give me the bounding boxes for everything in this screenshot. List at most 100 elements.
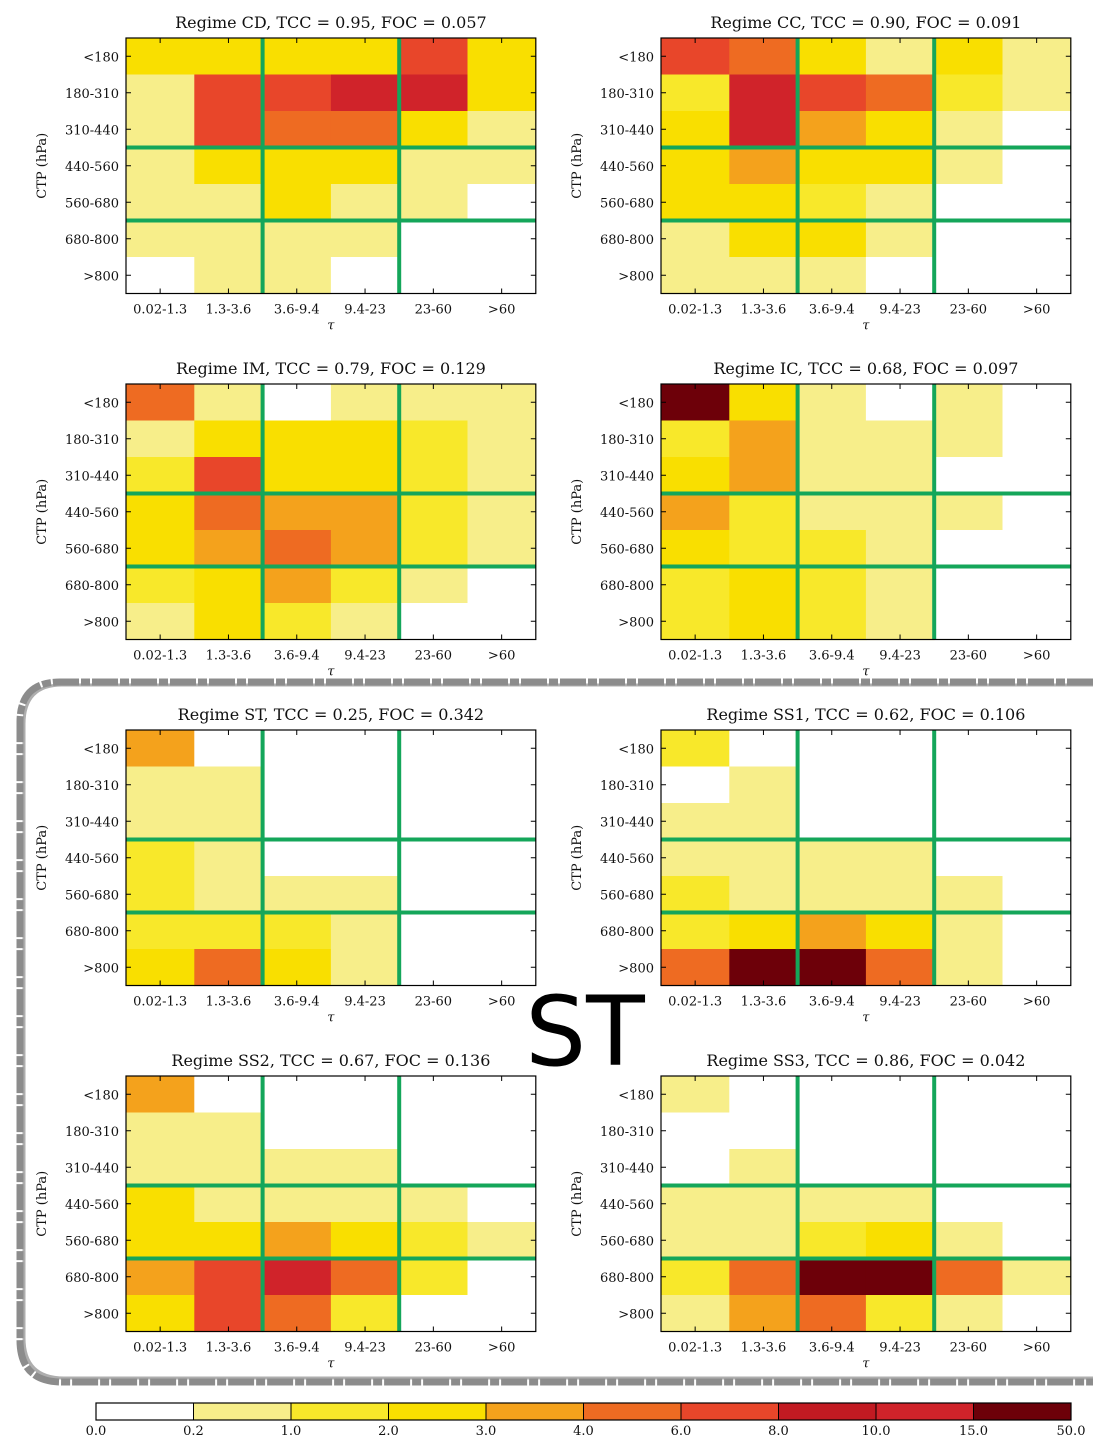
- heatmap-cell: [126, 730, 195, 768]
- heatmap-cell: [1002, 457, 1072, 495]
- heatmap-panel: Regime SS2, TCC = 0.67, FOC = 0.136 <180 1…: [35, 1051, 537, 1372]
- heatmap-cell: [934, 566, 1004, 604]
- heatmap-cell: [1002, 766, 1072, 804]
- heatmap-cell: [729, 566, 799, 604]
- heatmap-cell: [194, 876, 264, 914]
- y-axis-label: CTP (hPa): [570, 133, 585, 199]
- heatmap-cell: [330, 38, 400, 76]
- heatmap-cell: [865, 876, 935, 914]
- heatmap-cell: [399, 566, 469, 604]
- heatmap-cell: [934, 111, 1004, 149]
- heatmap-cell: [729, 839, 799, 877]
- heatmap-cell: [126, 147, 195, 185]
- colorbar-segment: [486, 1403, 584, 1420]
- x-tick-label: 0.02-1.3: [668, 649, 722, 664]
- panel-title: Regime ST, TCC = 0.25, FOC = 0.342: [178, 705, 484, 724]
- heatmap-cell: [262, 74, 332, 112]
- heatmap-cell: [729, 766, 799, 804]
- heatmap-cell: [729, 384, 799, 422]
- x-tick-label: 23-60: [950, 995, 987, 1010]
- heatmap-cell: [126, 1258, 195, 1296]
- x-axis-label: τ: [862, 1011, 870, 1026]
- heatmap-cell: [865, 1149, 935, 1187]
- heatmap-cell: [194, 38, 264, 76]
- y-tick-label: 560-680: [65, 1234, 119, 1249]
- heatmap-cell: [262, 876, 332, 914]
- heatmap-cell: [661, 111, 730, 149]
- heatmap-cell: [661, 384, 730, 422]
- heatmap-cell: [934, 949, 1004, 987]
- heatmap-cell: [467, 730, 537, 768]
- heatmap-cell: [126, 184, 195, 222]
- heatmap-cell: [262, 457, 332, 495]
- colorbar-tick-label: 50.0: [1057, 1424, 1086, 1439]
- y-tick-label: >800: [83, 1307, 119, 1322]
- heatmap-cell: [729, 220, 799, 258]
- y-tick-label: <180: [618, 396, 654, 411]
- heatmap-cell: [399, 1295, 469, 1333]
- heatmap-cell: [661, 220, 730, 258]
- heatmap-cell: [330, 839, 400, 877]
- heatmap-cell: [467, 257, 537, 295]
- heatmap-cell: [399, 111, 469, 149]
- heatmap-cell: [661, 530, 730, 568]
- heatmap-cell: [194, 566, 264, 604]
- heatmap-cell: [194, 74, 264, 112]
- colorbar-segment: [778, 1403, 877, 1420]
- bracket-outline: [22, 683, 1093, 1380]
- panel-title: Regime IC, TCC = 0.68, FOC = 0.097: [713, 359, 1018, 378]
- y-tick-label: 180-310: [65, 87, 119, 102]
- heatmap-cell: [865, 457, 935, 495]
- heatmap-cell: [661, 766, 730, 804]
- heatmap-cell: [934, 1112, 1004, 1150]
- heatmap-panel: Regime IC, TCC = 0.68, FOC = 0.097 <180 18…: [570, 359, 1072, 680]
- heatmap-cell: [467, 766, 537, 804]
- heatmap-cell: [467, 420, 537, 458]
- y-tick-label: <180: [83, 396, 119, 411]
- heatmap-cell: [330, 1149, 400, 1187]
- heatmap-cell: [330, 912, 400, 950]
- x-tick-label: 0.02-1.3: [133, 995, 187, 1010]
- heatmap-cell: [661, 730, 730, 768]
- heatmap-cell: [729, 949, 799, 987]
- y-tick-label: 180-310: [65, 779, 119, 794]
- heatmap-cell: [194, 1295, 264, 1333]
- panel-title: Regime SS1, TCC = 0.62, FOC = 0.106: [706, 705, 1025, 724]
- heatmap-cell: [729, 1258, 799, 1296]
- heatmap-cell: [194, 912, 264, 950]
- y-tick-label: 180-310: [65, 433, 119, 448]
- x-tick-label: >60: [1023, 1341, 1050, 1356]
- heatmap-cell: [467, 38, 537, 76]
- heatmap-cell: [262, 257, 332, 295]
- heatmap-cell: [797, 493, 867, 531]
- x-tick-label: >60: [1023, 995, 1050, 1010]
- heatmap-cell: [467, 530, 537, 568]
- y-tick-label: 680-800: [600, 233, 654, 248]
- heatmap-cell: [1002, 220, 1072, 258]
- heatmap-cell: [729, 111, 799, 149]
- heatmap-cell: [661, 184, 730, 222]
- heatmap-cell: [1002, 111, 1072, 149]
- x-axis-label: τ: [327, 1357, 335, 1372]
- heatmap-cell: [865, 730, 935, 768]
- heatmap-cell: [126, 1185, 195, 1223]
- heatmap-cell: [729, 147, 799, 185]
- heatmap-cell: [661, 38, 730, 76]
- heatmap-cell: [399, 420, 469, 458]
- heatmap-cell: [661, 603, 730, 641]
- heatmap-cell: [126, 603, 195, 641]
- y-tick-label: >800: [618, 961, 654, 976]
- heatmap-cell: [126, 74, 195, 112]
- heatmap-cell: [330, 876, 400, 914]
- x-tick-label: >60: [488, 303, 515, 318]
- heatmap-cell: [865, 147, 935, 185]
- heatmap-cell: [194, 603, 264, 641]
- heatmap-cell: [399, 1258, 469, 1296]
- heatmap-cell: [399, 803, 469, 841]
- heatmap-cell: [1002, 493, 1072, 531]
- heatmap-cell: [194, 457, 264, 495]
- heatmap-cell: [194, 420, 264, 458]
- heatmap-cell: [865, 530, 935, 568]
- heatmap-cell: [865, 111, 935, 149]
- x-tick-label: 23-60: [415, 995, 452, 1010]
